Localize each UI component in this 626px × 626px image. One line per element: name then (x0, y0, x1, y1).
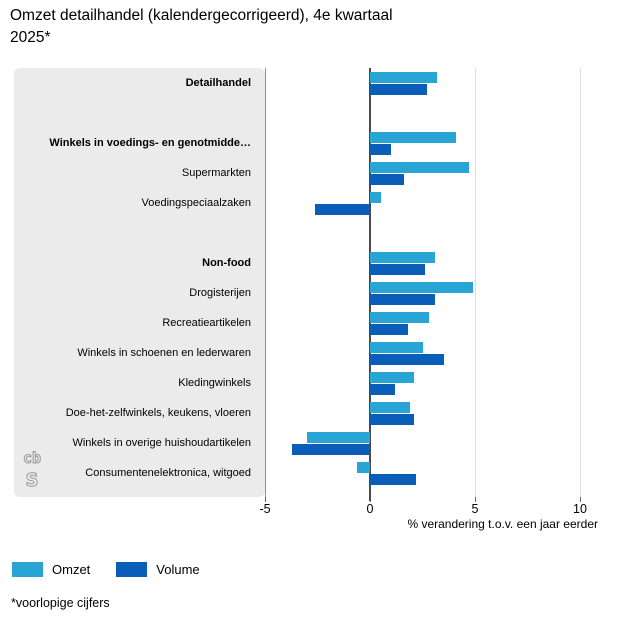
chart-title-line2: 2025* (10, 29, 51, 46)
bar-omzet (370, 132, 457, 143)
tick-label: 10 (573, 502, 587, 516)
category-label: Doe-het-zelfwinkels, keukens, vloeren (65, 407, 251, 419)
bar-omzet (307, 432, 370, 443)
bar-volume (370, 324, 408, 335)
category-panel (14, 68, 265, 497)
chart-title-line1: Omzet detailhandel (kalendergecorrigeerd… (10, 7, 393, 24)
category-label: Winkels in voedings- en genotmidde… (49, 137, 251, 149)
gridline (580, 68, 581, 497)
category-label: Drogisterijen (189, 287, 251, 299)
svg-text:cb: cb (23, 449, 41, 467)
category-label: Detailhandel (185, 77, 251, 89)
tick-mark (580, 497, 581, 502)
bar-volume (370, 144, 391, 155)
bar-volume (370, 384, 396, 395)
x-axis-title: % verandering t.o.v. een jaar eerder (407, 517, 598, 531)
legend: Omzet Volume (12, 562, 226, 577)
category-label: Kledingwinkels (178, 377, 251, 389)
legend-label-omzet: Omzet (52, 562, 91, 577)
svg-text:s: s (25, 464, 39, 492)
bar-omzet (357, 462, 370, 473)
legend-swatch-omzet (12, 562, 43, 577)
gridline (475, 68, 476, 497)
category-label: Non-food (202, 257, 251, 269)
plot-area (265, 68, 600, 501)
category-label: Winkels in schoenen en lederwaren (77, 347, 251, 359)
category-labels: Detailhandel Winkels in voedings- en geno… (14, 68, 258, 497)
footnote: *voorlopige cijfers (11, 596, 110, 610)
category-label: Recreatieartikelen (162, 317, 251, 329)
tick-label: 5 (471, 502, 479, 516)
tick-mark (475, 497, 476, 502)
bar-volume (370, 84, 427, 95)
bar-omzet (370, 312, 429, 323)
chart-title: Omzet detailhandel (kalendergecorrigeerd… (10, 5, 510, 49)
bar-omzet (370, 402, 410, 413)
tick-mark (265, 497, 266, 502)
tick-label: -5 (259, 502, 271, 516)
category-label: Supermarkten (181, 167, 251, 179)
bar-omzet (370, 342, 423, 353)
legend-swatch-volume (116, 562, 148, 577)
legend-label-volume: Volume (156, 562, 200, 577)
category-label: Winkels in overige huishoudartikelen (72, 437, 251, 449)
bar-volume (370, 294, 436, 305)
category-label: Consumentenelektronica, witgoed (85, 467, 251, 479)
bar-volume (292, 444, 370, 455)
tick-label: 0 (366, 502, 374, 516)
bar-volume (370, 354, 444, 365)
bar-omzet (370, 72, 438, 83)
bar-volume (370, 264, 425, 275)
category-label: Voedingspeciaalzaken (141, 197, 251, 209)
axis-boundary-line (265, 68, 266, 497)
bar-volume (370, 414, 415, 425)
bar-omzet (370, 162, 469, 173)
bar-omzet (370, 192, 381, 203)
bar-volume (315, 204, 370, 215)
bar-omzet (370, 282, 473, 293)
bar-volume (370, 474, 417, 485)
bar-omzet (370, 252, 436, 263)
cbs-logo: cb s (22, 449, 41, 493)
bar-volume (370, 174, 404, 185)
bar-omzet (370, 372, 415, 383)
